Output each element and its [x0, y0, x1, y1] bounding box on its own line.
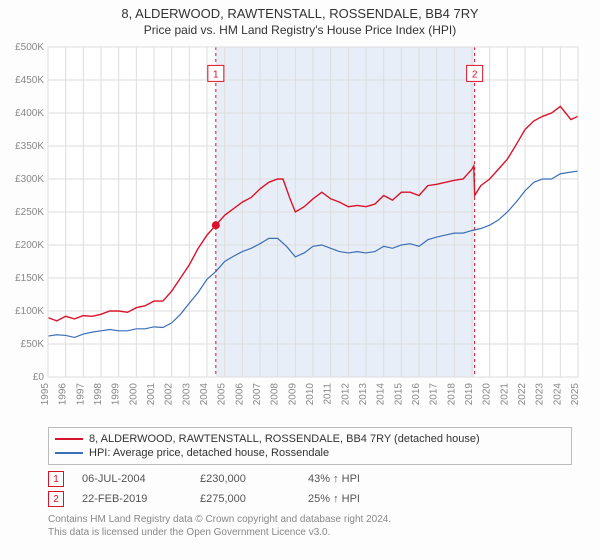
- sale-point-date: 22-FEB-2019: [82, 493, 182, 505]
- svg-text:2025: 2025: [570, 383, 581, 406]
- legend-swatch: [55, 438, 83, 440]
- svg-text:2005: 2005: [217, 383, 228, 406]
- svg-text:2024: 2024: [552, 383, 563, 406]
- svg-text:£500K: £500K: [15, 42, 44, 53]
- svg-text:2016: 2016: [411, 383, 422, 406]
- svg-text:2006: 2006: [234, 383, 245, 406]
- svg-text:2017: 2017: [429, 383, 440, 406]
- svg-text:2: 2: [472, 69, 478, 80]
- legend-label: HPI: Average price, detached house, Ross…: [89, 447, 329, 459]
- svg-text:2012: 2012: [340, 383, 351, 406]
- sale-point-marker: 2: [48, 491, 64, 507]
- svg-text:2023: 2023: [535, 383, 546, 406]
- svg-text:£350K: £350K: [15, 141, 44, 152]
- svg-text:2011: 2011: [323, 383, 334, 405]
- sale-point-diff: 43% ↑ HPI: [308, 473, 398, 485]
- svg-text:2021: 2021: [499, 383, 510, 406]
- line-chart-svg: £0 £50K £100K £150K £200K £250K £300K £350K £400…: [0, 41, 600, 421]
- svg-text:1996: 1996: [58, 383, 69, 406]
- svg-text:2022: 2022: [517, 383, 528, 406]
- footer-attribution: Contains HM Land Registry data © Crown c…: [48, 513, 572, 539]
- legend-swatch: [55, 452, 83, 454]
- svg-text:2004: 2004: [199, 383, 210, 406]
- legend: 8, ALDERWOOD, RAWTENSTALL, ROSSENDALE, B…: [48, 427, 572, 465]
- svg-text:2000: 2000: [128, 383, 139, 406]
- svg-text:1995: 1995: [40, 383, 51, 406]
- svg-text:2013: 2013: [358, 383, 369, 406]
- svg-text:2018: 2018: [446, 383, 457, 406]
- svg-text:£450K: £450K: [15, 75, 44, 86]
- svg-text:2009: 2009: [287, 383, 298, 406]
- svg-text:£250K: £250K: [15, 207, 44, 218]
- svg-text:2002: 2002: [164, 383, 175, 406]
- svg-text:£50K: £50K: [21, 339, 45, 350]
- svg-text:£100K: £100K: [15, 306, 44, 317]
- svg-text:2019: 2019: [464, 383, 475, 406]
- chart-area: £0 £50K £100K £150K £200K £250K £300K £350K £400…: [0, 41, 600, 421]
- legend-row: 8, ALDERWOOD, RAWTENSTALL, ROSSENDALE, B…: [55, 432, 565, 446]
- footer-line1: Contains HM Land Registry data © Crown c…: [48, 513, 572, 526]
- svg-text:1999: 1999: [111, 383, 122, 406]
- svg-text:2010: 2010: [305, 383, 316, 406]
- legend-row: HPI: Average price, detached house, Ross…: [55, 446, 565, 460]
- svg-text:£300K: £300K: [15, 174, 44, 185]
- sale-point-diff: 25% ↑ HPI: [308, 493, 398, 505]
- svg-text:2014: 2014: [376, 383, 387, 406]
- legend-label: 8, ALDERWOOD, RAWTENSTALL, ROSSENDALE, B…: [89, 433, 480, 445]
- svg-text:2003: 2003: [181, 383, 192, 406]
- svg-text:£150K: £150K: [15, 273, 44, 284]
- svg-text:2007: 2007: [252, 383, 263, 406]
- svg-text:1997: 1997: [75, 383, 86, 406]
- svg-text:2015: 2015: [393, 383, 404, 406]
- svg-text:£0: £0: [33, 372, 45, 383]
- svg-text:1: 1: [213, 69, 219, 80]
- sale-point-marker: 1: [48, 471, 64, 487]
- sale-point-price: £275,000: [200, 493, 290, 505]
- sale-point-row: 1 06-JUL-2004 £230,000 43% ↑ HPI: [48, 469, 572, 489]
- title-main: 8, ALDERWOOD, RAWTENSTALL, ROSSENDALE, B…: [0, 0, 600, 21]
- sale-point-price: £230,000: [200, 473, 290, 485]
- svg-text:2008: 2008: [270, 383, 281, 406]
- footer-line2: This data is licensed under the Open Gov…: [48, 526, 572, 539]
- sale-points-table: 1 06-JUL-2004 £230,000 43% ↑ HPI 2 22-FEB-201…: [48, 469, 572, 509]
- svg-text:£400K: £400K: [15, 108, 44, 119]
- svg-text:£200K: £200K: [15, 240, 44, 251]
- title-sub: Price paid vs. HM Land Registry's House …: [0, 21, 600, 41]
- svg-text:2020: 2020: [482, 383, 493, 406]
- sale-point-row: 2 22-FEB-2019 £275,000 25% ↑ HPI: [48, 489, 572, 509]
- svg-text:1998: 1998: [93, 383, 104, 406]
- sale-point-date: 06-JUL-2004: [82, 473, 182, 485]
- svg-text:2001: 2001: [146, 383, 157, 406]
